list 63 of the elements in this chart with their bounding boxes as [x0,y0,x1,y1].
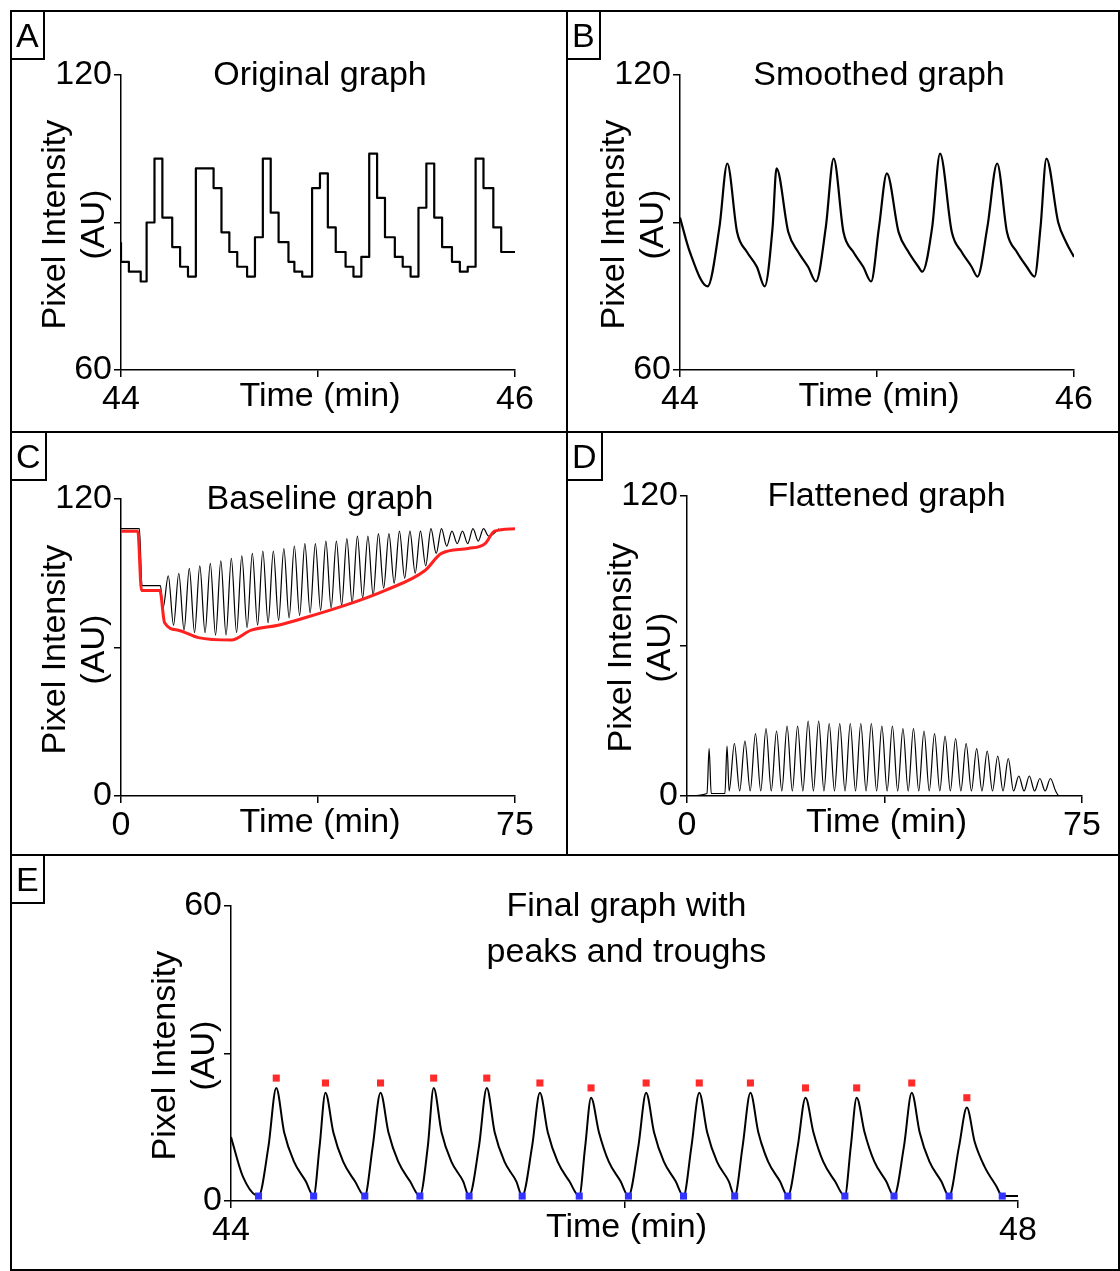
point [998,1192,1006,1200]
point [575,1192,583,1200]
y-tick-label: 0 [659,774,678,813]
y-tick-label: 0 [93,774,112,813]
chart-title: Baseline graph [205,477,435,518]
chart-title: Final graph with peaks and troughs [485,884,768,971]
y-tick-label: 60 [74,348,112,387]
text: B [568,12,601,60]
point [518,1192,526,1200]
point [890,1192,898,1200]
point [679,1192,688,1200]
point [536,1079,544,1087]
y-axis-title: Pixel Intensity (AU) [599,543,677,753]
point [587,1084,595,1092]
x-axis-title: Time (min) [238,801,402,840]
y-tick-label: 60 [633,348,671,387]
point [483,1074,491,1082]
text: C [12,433,47,481]
text: A [12,12,45,60]
point [361,1192,369,1200]
x-tick-label: 75 [1063,803,1101,842]
point [642,1079,650,1087]
x-axis-title: Time (min) [238,375,402,414]
y-tick-label: 120 [621,474,678,513]
point [801,1084,810,1092]
y-tick-label: 120 [55,53,112,92]
chart-title: Original graph [212,53,428,94]
y-tick-label: 120 [55,477,112,516]
x-axis-title: Time (min) [797,375,961,414]
point [784,1192,792,1200]
y-axis-title: Pixel Intensity (AU) [33,119,111,330]
point [695,1079,703,1087]
point [310,1192,318,1200]
chart-title: Flattened graph [766,474,1007,515]
point [272,1074,280,1082]
point [746,1079,754,1087]
point [430,1074,438,1082]
point [255,1192,263,1200]
y-axis-title: Pixel Intensity (AU) [592,119,670,330]
point [376,1079,385,1087]
point [945,1192,953,1200]
y-axis-title: Pixel Intensity (AU) [33,544,111,755]
x-tick-label: 46 [496,377,534,416]
chart-title: Smoothed graph [752,53,1006,94]
point [908,1079,916,1087]
x-axis-title: Time (min) [804,801,969,840]
x-tick-label: 75 [496,803,534,842]
x-axis-title: Time (min) [544,1206,709,1245]
point [624,1192,632,1200]
text: D [568,433,603,481]
point [841,1192,849,1200]
y-axis-title: Pixel Intensity (AU) [143,950,221,1161]
point [416,1192,424,1200]
x-tick-label: 46 [1055,377,1093,416]
point [465,1192,473,1200]
point [853,1084,861,1092]
y-tick-label: 120 [614,53,671,92]
point [731,1192,739,1200]
x-tick-label: 48 [999,1208,1037,1247]
point [321,1079,329,1087]
y-tick-label: 60 [184,884,222,923]
point [963,1094,971,1102]
text: E [12,856,45,904]
